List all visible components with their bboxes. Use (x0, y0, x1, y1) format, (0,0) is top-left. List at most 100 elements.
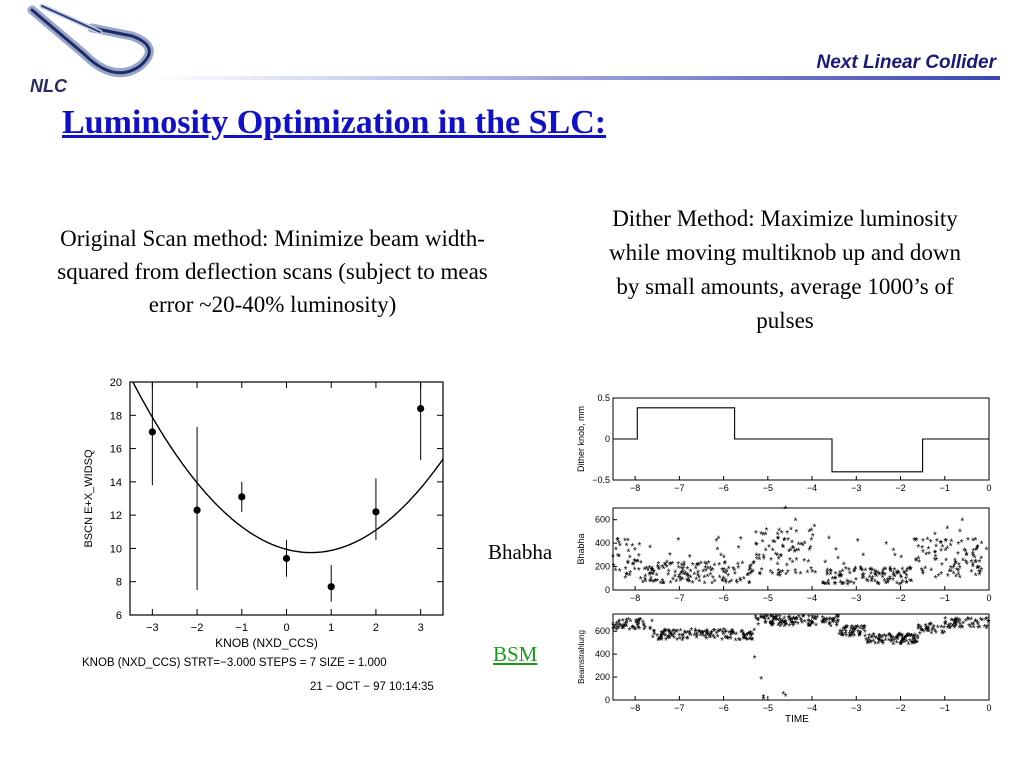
data-point (148, 428, 156, 436)
beamstrahlung-point: * (666, 633, 670, 644)
beamstrahlung-point: * (860, 623, 864, 634)
beamstrahlung-point: * (978, 624, 982, 635)
bhabha-point: * (623, 536, 627, 547)
beamstrahlung-point: * (910, 639, 914, 650)
bhabha-point: * (951, 564, 955, 575)
bhabha-point: * (736, 564, 740, 575)
beamstrahlung-point: * (889, 634, 893, 645)
beamstrahlung-point: * (667, 627, 671, 638)
bhabha-point: * (694, 564, 698, 575)
beamstrahlung-point: * (806, 617, 810, 628)
dither-step-line (613, 407, 989, 473)
beamstrahlung-point: * (953, 620, 957, 631)
beamstrahlung-point: * (854, 623, 858, 634)
beamstrahlung-point: * (905, 638, 909, 649)
bhabha-point: * (786, 568, 790, 579)
bhabha-point: * (704, 567, 708, 578)
bhabha-point: * (696, 571, 700, 582)
beamstrahlung-point: * (970, 621, 974, 632)
bhabha-point: * (801, 542, 805, 553)
beamstrahlung-point: * (731, 629, 735, 640)
beamstrahlung-point: * (929, 630, 933, 641)
bhabha-point: * (846, 581, 850, 592)
beamstrahlung-point: * (848, 633, 852, 644)
bhabha-point: * (747, 566, 751, 577)
bhabha-point: * (847, 579, 851, 590)
beamstrahlung-point: * (681, 631, 685, 642)
bhabha-point: * (781, 543, 785, 554)
bhabha-point: * (721, 577, 725, 588)
bhabha-point: * (974, 572, 978, 583)
beamstrahlung-point: * (867, 635, 871, 646)
bhabha-point: * (865, 576, 869, 587)
beamstrahlung-point: * (943, 620, 947, 631)
beamstrahlung-point: * (835, 622, 839, 633)
bhabha-point: * (807, 527, 811, 538)
beamstrahlung-point: * (838, 628, 842, 639)
beamstrahlung-point: * (878, 632, 882, 643)
bhabha-point: * (771, 538, 775, 549)
beamstrahlung-point: * (949, 617, 953, 628)
bhabha-point: * (648, 570, 652, 581)
beamstrahlung-point: * (778, 613, 782, 624)
beamstrahlung-point: * (623, 622, 627, 633)
beamstrahlung-point: * (642, 622, 646, 633)
bhabha-point: * (825, 569, 829, 580)
bhabha-point: * (834, 580, 838, 591)
beamstrahlung-point: * (612, 623, 616, 634)
beamstrahlung-point: * (919, 626, 923, 637)
bhabha-point: * (795, 556, 799, 567)
beamstrahlung-point: * (764, 619, 768, 630)
bhabha-point: * (950, 537, 954, 548)
beamstrahlung-point: * (967, 622, 971, 633)
bhabha-point: * (691, 561, 695, 572)
bhabha-point: * (980, 540, 984, 551)
bhabha-point: * (793, 567, 797, 578)
bhabha-point: * (794, 516, 798, 527)
beamstrahlung-point: * (858, 629, 862, 640)
beamstrahlung-point: * (695, 630, 699, 641)
beamstrahlung-point: * (671, 632, 675, 643)
bhabha-point: * (628, 569, 632, 580)
bhabha-point: * (745, 572, 749, 583)
bhabha-point: * (615, 536, 619, 547)
bhabha-point: * (921, 568, 925, 579)
beamstrahlung-point: * (768, 619, 772, 630)
bhabha-point: * (958, 564, 962, 575)
bhabha-point: * (740, 560, 744, 571)
beamstrahlung-point: * (668, 631, 672, 642)
beamstrahlung-point: * (939, 623, 943, 634)
bhabha-point: * (971, 547, 975, 558)
beamstrahlung-point: * (643, 624, 647, 635)
beamstrahlung-point: * (666, 634, 670, 645)
beamstrahlung-point: * (877, 637, 881, 648)
beamstrahlung-point: * (856, 628, 860, 639)
beamstrahlung-point: * (745, 632, 749, 643)
bhabha-point: * (833, 575, 837, 586)
bhabha-point: * (829, 571, 833, 582)
bhabha-point: * (825, 580, 829, 591)
bsm-label[interactable]: BSM (493, 642, 538, 666)
beamstrahlung-point: * (821, 614, 825, 625)
beamstrahlung-outlier: * (753, 654, 757, 665)
bhabha-point: * (921, 570, 925, 581)
beamstrahlung-point: * (810, 619, 814, 630)
beamstrahlung-point: * (706, 631, 710, 642)
bhabha-point: * (948, 568, 952, 579)
bhabha-point: * (680, 569, 684, 580)
beamstrahlung-point: * (942, 624, 946, 635)
dither-chart: −8 −7 −6 −5 −4 −3 −2 −1 0 −0.5 0 0.5 Dither knob, mm (576, 393, 992, 493)
beamstrahlung-point: * (657, 635, 661, 646)
bhabha-point: * (637, 541, 641, 552)
bhabha-point: * (899, 574, 903, 585)
bhabha-point: * (905, 566, 909, 577)
beamstrahlung-point: * (742, 634, 746, 645)
beamstrahlung-point: * (888, 631, 892, 642)
bhabha-point: * (781, 543, 785, 554)
beamstrahlung-point: * (902, 636, 906, 647)
beamstrahlung-point: * (899, 640, 903, 651)
beamstrahlung-point: * (849, 625, 853, 636)
bhabha-point: * (949, 564, 953, 575)
beamstrahlung-point: * (726, 635, 730, 646)
bhabha-point: * (679, 575, 683, 586)
